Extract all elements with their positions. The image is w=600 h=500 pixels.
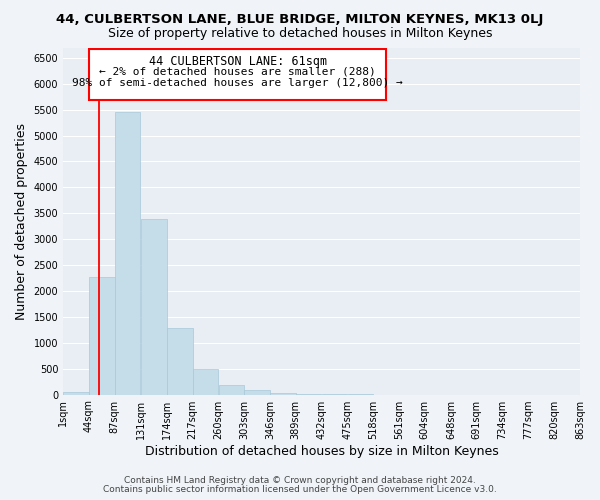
- Text: 44 CULBERTSON LANE: 61sqm: 44 CULBERTSON LANE: 61sqm: [149, 55, 327, 68]
- Bar: [167, 328, 193, 394]
- X-axis label: Distribution of detached houses by size in Milton Keynes: Distribution of detached houses by size …: [145, 444, 499, 458]
- Bar: [270, 393, 296, 394]
- Bar: [64, 392, 89, 394]
- Text: 44, CULBERTSON LANE, BLUE BRIDGE, MILTON KEYNES, MK13 0LJ: 44, CULBERTSON LANE, BLUE BRIDGE, MILTON…: [56, 12, 544, 26]
- Bar: [244, 390, 270, 394]
- Text: 98% of semi-detached houses are larger (12,800) →: 98% of semi-detached houses are larger (…: [72, 78, 403, 88]
- Bar: [115, 112, 140, 394]
- Bar: [89, 277, 115, 394]
- Text: Size of property relative to detached houses in Milton Keynes: Size of property relative to detached ho…: [108, 28, 492, 40]
- Text: Contains public sector information licensed under the Open Government Licence v3: Contains public sector information licen…: [103, 484, 497, 494]
- Y-axis label: Number of detached properties: Number of detached properties: [15, 122, 28, 320]
- Text: Contains HM Land Registry data © Crown copyright and database right 2024.: Contains HM Land Registry data © Crown c…: [124, 476, 476, 485]
- Bar: [141, 220, 167, 394]
- FancyBboxPatch shape: [89, 48, 386, 100]
- Bar: [218, 385, 244, 394]
- Text: ← 2% of detached houses are smaller (288): ← 2% of detached houses are smaller (288…: [99, 66, 376, 76]
- Bar: [193, 369, 218, 394]
